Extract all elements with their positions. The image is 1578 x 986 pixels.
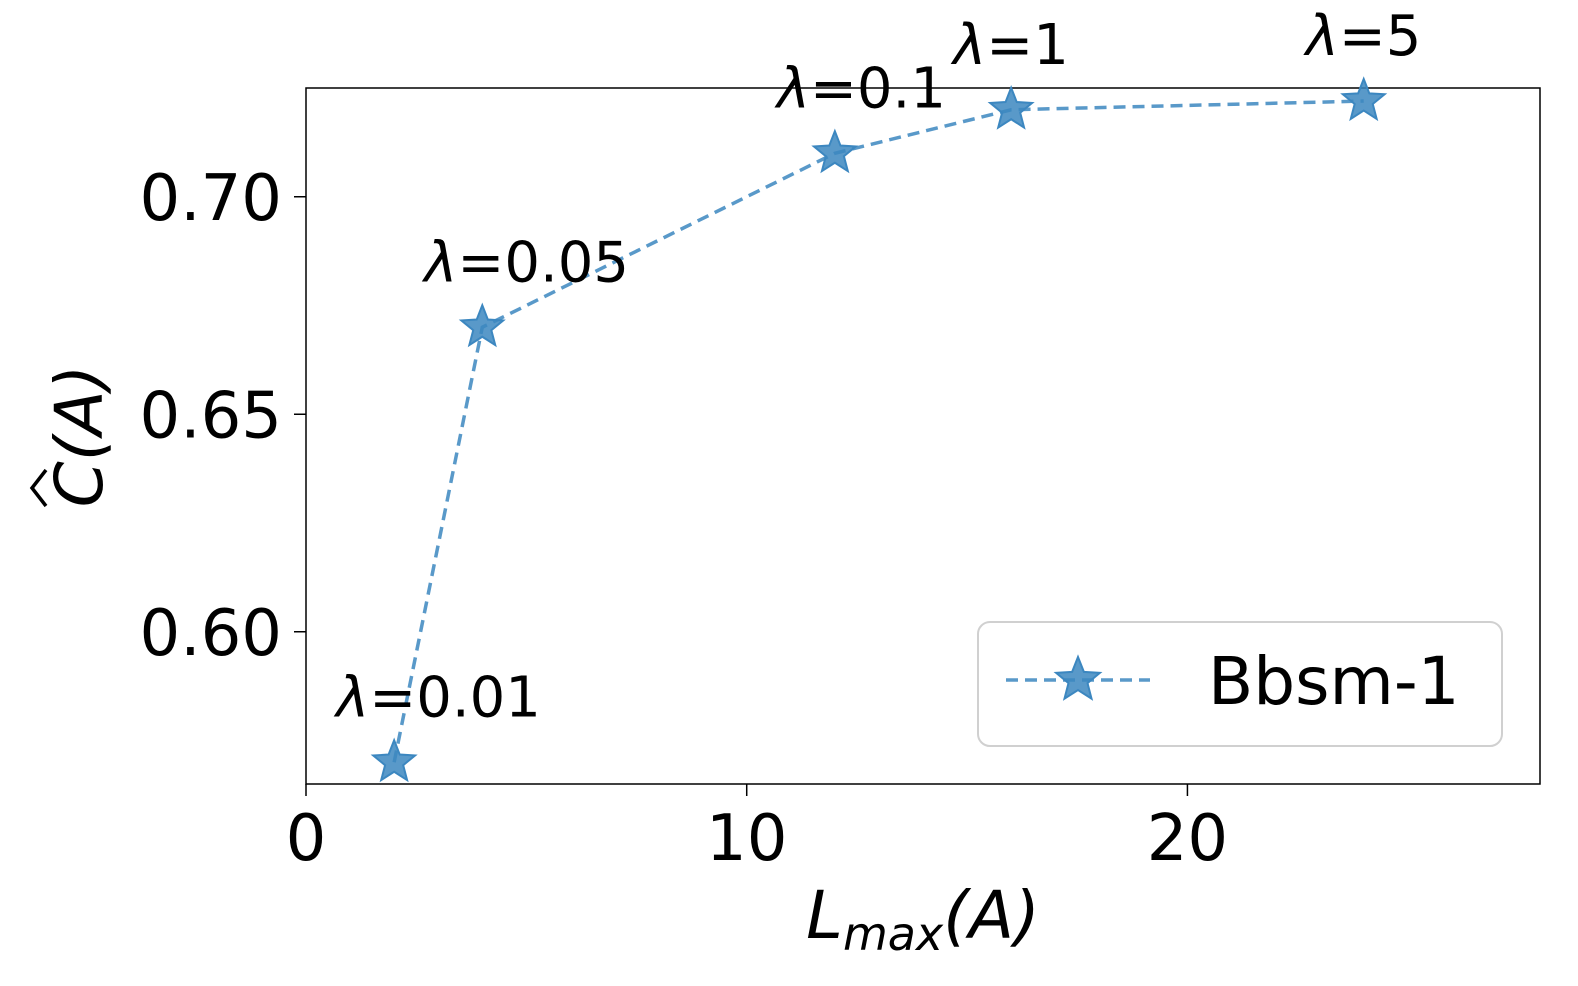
x-axis-label-subscript: max <box>843 907 944 961</box>
x-tick-label: 20 <box>1147 802 1228 876</box>
y-tick-label: 0.60 <box>140 597 283 671</box>
point-label: λ=0.05 <box>421 230 629 295</box>
point-label: λ=0.1 <box>774 56 946 121</box>
y-axis-label: C(A) <box>29 365 118 508</box>
x-tick-label: 10 <box>706 802 787 876</box>
point-label: λ=1 <box>950 13 1069 78</box>
y-axis-label-main: C <box>41 461 118 507</box>
y-axis-label-hat <box>29 468 48 508</box>
legend-star-icon <box>1053 654 1103 701</box>
data-point-star <box>1340 76 1388 122</box>
y-tick-label: 0.70 <box>140 162 283 236</box>
legend: Bbsm-1 <box>977 621 1503 747</box>
x-tick-label: 0 <box>286 802 327 876</box>
data-point-star <box>811 128 859 174</box>
x-axis-label-main: L <box>806 877 843 954</box>
data-point-star <box>987 84 1035 130</box>
series-layer: λ=0.01 λ=0.05 λ=0.1λ=1 λ=5 <box>333 4 1422 783</box>
point-label: λ=5 <box>1303 4 1422 69</box>
data-point-star <box>458 302 506 348</box>
point-label: λ=0.01 <box>333 665 541 730</box>
svg-text:C(A): C(A) <box>41 365 118 508</box>
legend-star-shape <box>1053 654 1103 701</box>
legend-label: Bbsm-1 <box>1208 643 1460 720</box>
y-axis-label-argument: (A) <box>41 365 118 462</box>
y-tick-label: 0.65 <box>140 379 283 453</box>
x-axis-label: Lmax(A) <box>806 877 1040 961</box>
x-axis-label-argument: (A) <box>943 877 1040 954</box>
y-axis: 0.60 0.65 0.70 <box>140 162 306 671</box>
x-axis: 0 10 20 <box>286 784 1228 876</box>
legend-box <box>977 621 1503 747</box>
data-point-star <box>370 737 418 783</box>
